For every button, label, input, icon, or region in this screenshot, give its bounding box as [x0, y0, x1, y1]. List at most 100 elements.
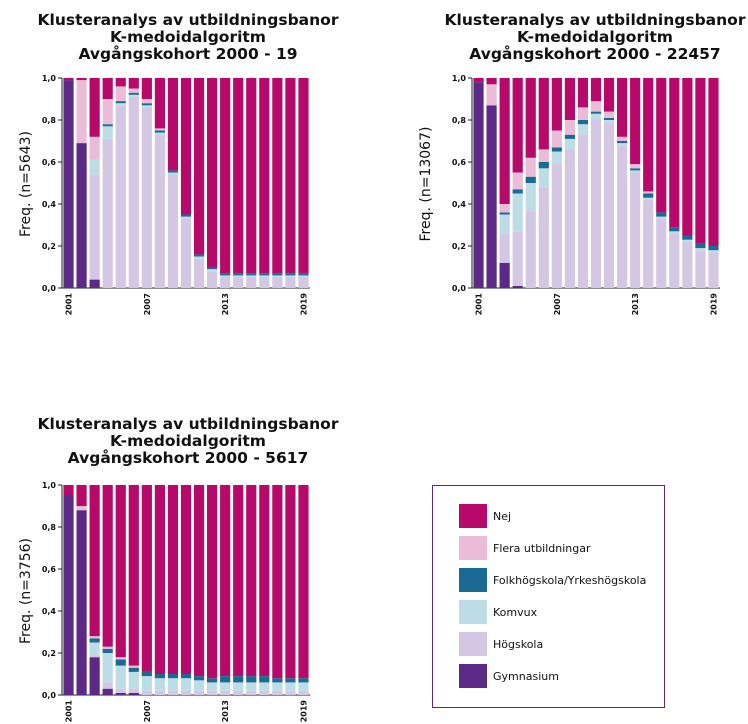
bar-segment-nej-2009 — [167, 485, 179, 674]
bar-segment-flera-utbildningar-2014 — [643, 191, 654, 194]
y-tick-label: 0,6 — [42, 565, 57, 574]
bar-segment-hogskola-2011 — [193, 690, 205, 695]
legend-item-gymnasium: Gymnasium — [459, 664, 559, 688]
bar-segment-komvux-2004 — [102, 653, 113, 683]
bar-segment-folkhogskola-yrkeshogskola-2011 — [603, 117, 615, 120]
bar-segment-komvux-2015 — [246, 275, 257, 278]
bar-segment-folkhogskola-yrkeshogskola-2008 — [564, 134, 575, 139]
bar-segment-komvux-2019 — [708, 250, 719, 253]
bar-segment-nej-2005 — [115, 485, 126, 658]
bar-segment-hogskola-2007 — [141, 690, 152, 695]
bar-segment-hogskola-2008 — [154, 690, 165, 695]
bar-segment-nej-2001 — [63, 78, 74, 81]
y-tick-label: 0,0 — [42, 284, 57, 293]
bar-segment-gymnasium-2004 — [102, 688, 113, 695]
bar-segment-komvux-2005 — [115, 665, 126, 689]
bar-segment-nej-2016 — [259, 78, 270, 274]
bar-segment-folkhogskola-yrkeshogskola-2018 — [695, 243, 706, 249]
bar-segment-folkhogskola-yrkeshogskola-2011 — [193, 676, 205, 681]
legend-label: Gymnasium — [493, 669, 559, 683]
y-tick-label: 0,8 — [452, 116, 467, 125]
bar-segment-komvux-2015 — [246, 682, 257, 691]
bar-segment-flera-utbildningar-2006 — [538, 149, 549, 162]
bar-segment-hogskola-2018 — [285, 690, 296, 695]
bar-segment-nej-2004 — [102, 485, 113, 647]
y-tick-label: 0,0 — [42, 691, 57, 700]
bar-segment-hogskola-2018 — [285, 277, 296, 288]
bar-segment-komvux-2013 — [630, 170, 641, 173]
bar-segment-folkhogskola-yrkeshogskola-2008 — [154, 674, 165, 679]
bar-segment-komvux-2010 — [180, 678, 192, 691]
bar-segment-hogskola-2017 — [272, 690, 283, 695]
bar-segment-flera-utbildningar-2008 — [564, 120, 575, 135]
bar-segment-folkhogskola-yrkeshogskola-2010 — [180, 214, 192, 217]
bar-segment-folkhogskola-yrkeshogskola-2004 — [102, 124, 113, 127]
bar-segment-gymnasium-2005 — [115, 692, 126, 695]
bar-segment-folkhogskola-yrkeshogskola-2006 — [538, 162, 549, 169]
bar-segment-nej-2018 — [285, 485, 296, 679]
bar-segment-komvux-2008 — [154, 132, 165, 135]
bar-segment-flera-utbildningar-2005 — [115, 86, 126, 102]
bar-segment-folkhogskola-yrkeshogskola-2014 — [233, 273, 244, 276]
x-tick-label: 2013 — [221, 700, 230, 722]
bar-segment-folkhogskola-yrkeshogskola-2007 — [141, 103, 152, 106]
x-tick-label: 2007 — [143, 293, 152, 315]
y-tick-label: 1,0 — [42, 74, 57, 83]
bar-segment-folkhogskola-yrkeshogskola-2012 — [207, 267, 218, 270]
bar-segment-flera-utbildningar-2004 — [102, 646, 113, 649]
legend-swatch — [459, 504, 487, 528]
bar-segment-flera-utbildningar-2013 — [630, 164, 641, 169]
bar-segment-hogskola-2004 — [512, 231, 523, 286]
bar-segment-komvux-2011 — [603, 120, 615, 123]
bar-segment-folkhogskola-yrkeshogskola-2009 — [167, 674, 179, 679]
bar-segment-folkhogskola-yrkeshogskola-2006 — [128, 667, 139, 672]
bar-segment-folkhogskola-yrkeshogskola-2009 — [167, 170, 179, 173]
bar-segment-komvux-2011 — [193, 680, 205, 691]
bar-segment-komvux-2003 — [499, 214, 510, 234]
bar-segment-nej-2008 — [154, 485, 165, 674]
bar-segment-nej-2007 — [551, 78, 562, 131]
bar-segment-nej-2001 — [473, 78, 484, 83]
bar-segment-nej-2009 — [167, 78, 179, 171]
bar-segment-nej-2007 — [141, 78, 152, 99]
bar-segment-flera-utbildningar-2012 — [617, 136, 628, 141]
chart-1-plot: 0,0 0,2 0,4 0,6 0,8 1,0 2001 2007 2013 2019 — [42, 74, 310, 315]
bar-segment-nej-2004 — [512, 78, 523, 173]
bar-segment-folkhogskola-yrkeshogskola-2004 — [512, 189, 523, 194]
bar-segment-nej-2005 — [115, 78, 126, 87]
bar-segment-gymnasium-2003 — [499, 262, 510, 288]
bar-segment-folkhogskola-yrkeshogskola-2013 — [220, 273, 231, 276]
bar-segment-hogskola-2016 — [259, 690, 270, 695]
bar-segment-folkhogskola-yrkeshogskola-2017 — [272, 678, 283, 683]
bar-segment-nej-2013 — [220, 78, 231, 274]
bar-segment-komvux-2007 — [141, 105, 152, 108]
bar-segment-folkhogskola-yrkeshogskola-2010 — [590, 111, 602, 114]
bar-segment-komvux-2014 — [233, 275, 244, 278]
bar-segment-flera-utbildningar-2005 — [525, 157, 536, 177]
bar-segment-hogskola-2010 — [590, 120, 602, 288]
legend-item-folkhogskola-yrkeshogskola: Folkhögskola/Yrkeshögskola — [459, 568, 646, 592]
bar-segment-nej-2014 — [233, 78, 244, 274]
bar-segment-nej-2007 — [141, 485, 152, 672]
bar-segment-nej-2013 — [220, 485, 231, 677]
bar-segment-komvux-2013 — [220, 275, 231, 278]
bar-segment-nej-2006 — [128, 78, 139, 89]
bar-segment-flera-utbildningar-2011 — [603, 111, 615, 118]
legend-label: Folkhögskola/Yrkeshögskola — [493, 573, 647, 587]
bar-segment-gymnasium-2003 — [89, 657, 100, 695]
bar-segment-hogskola-2003 — [499, 233, 510, 263]
bar-segment-gymnasium-2002 — [486, 105, 497, 288]
legend-swatch — [459, 600, 487, 624]
bar-segment-folkhogskola-yrkeshogskola-2005 — [115, 659, 126, 666]
legend-label: Komvux — [493, 605, 538, 619]
bar-segment-komvux-2019 — [298, 275, 309, 278]
chart-3-plot: 0,0 0,2 0,4 0,6 0,8 1,0 2001 2007 2013 2019 — [42, 481, 310, 722]
bar-segment-flera-utbildningar-2002 — [76, 506, 87, 511]
bar-segment-nej-2010 — [590, 78, 602, 102]
bar-segment-folkhogskola-yrkeshogskola-2005 — [525, 176, 536, 183]
chart-3-title-line-3: Avgångskohort 2000 - 5617 — [67, 449, 309, 467]
bar-segment-flera-utbildningar-2006 — [128, 665, 139, 668]
bar-segment-komvux-2006 — [538, 168, 549, 188]
bar-segment-nej-2015 — [246, 485, 257, 677]
bar-segment-nej-2002 — [76, 78, 87, 81]
